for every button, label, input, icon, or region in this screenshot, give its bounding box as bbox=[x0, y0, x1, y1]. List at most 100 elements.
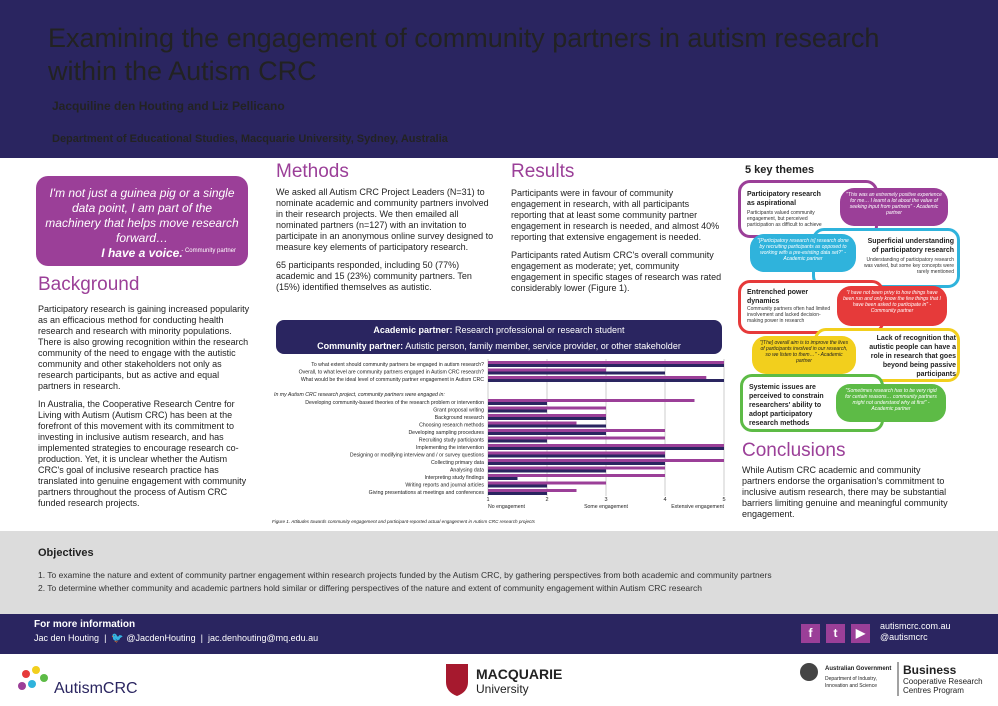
community-bar bbox=[488, 379, 724, 382]
results-title: Results bbox=[511, 161, 575, 182]
academic-bar bbox=[488, 489, 577, 492]
community-bar bbox=[488, 424, 606, 428]
twitter-handle[interactable]: @JacdenHouting bbox=[126, 633, 196, 643]
quote-text: I'm not just a guinea pig or a single da… bbox=[45, 186, 239, 245]
quote-strong: I have a voice. bbox=[101, 246, 183, 260]
academic-bar bbox=[488, 399, 695, 402]
academic-bar bbox=[488, 436, 665, 440]
methods-p1: We asked all Autism CRC Project Leaders … bbox=[276, 187, 494, 252]
community-label: Community partner: bbox=[317, 341, 404, 351]
category-label: Designing or modifying interview and / o… bbox=[350, 453, 484, 459]
contact-email[interactable]: jac.denhouting@mq.edu.au bbox=[207, 633, 319, 643]
social-handle[interactable]: @autismcrc bbox=[880, 632, 928, 642]
community-quote-box: I'm not just a guinea pig or a single da… bbox=[36, 176, 248, 266]
theme-5-quote-text: "Sometimes research has to be very rigid… bbox=[845, 388, 937, 406]
results-p1: Participants were in favour of community… bbox=[511, 188, 720, 242]
scale-label-low: No engagement bbox=[488, 504, 525, 510]
category-label: Giving presentations at meetings and con… bbox=[369, 490, 485, 496]
facebook-icon[interactable]: f bbox=[801, 624, 820, 643]
background-p2: In Australia, the Cooperative Research C… bbox=[38, 399, 247, 508]
twitter-bird-icon[interactable]: t bbox=[826, 624, 845, 643]
theme-4-quote-text: "[The] overall aim is to improve the liv… bbox=[759, 340, 849, 358]
theme-3-desc: Community partners often had limited inv… bbox=[747, 306, 831, 324]
community-bar bbox=[488, 402, 547, 405]
theme-1-quote-who: - Academic partner bbox=[886, 204, 939, 216]
x-tick-label: 4 bbox=[663, 497, 666, 503]
academic-bar bbox=[488, 451, 665, 455]
category-label: Developing community-based theories of t… bbox=[305, 400, 484, 406]
themes-title: 5 key themes bbox=[745, 164, 815, 176]
community-bar bbox=[488, 477, 518, 480]
theme-3-quote: "I have not been privy to how things hav… bbox=[837, 286, 947, 326]
gov-line-2: Department of Industry, bbox=[825, 676, 877, 682]
business-crc-logo: Australian Government Department of Indu… bbox=[795, 660, 985, 705]
theme-5-heading: Systemic issues are perceived to constra… bbox=[749, 384, 824, 427]
twitter-icon: 🐦 bbox=[111, 633, 124, 644]
community-bar bbox=[488, 484, 547, 488]
background-body: Participatory research is gaining increa… bbox=[38, 304, 250, 516]
background-title: Background bbox=[38, 274, 140, 295]
theme-1-desc: Participants valued community engagement… bbox=[747, 210, 822, 228]
footer-links: autismcrc.com.au @autismcrc bbox=[880, 621, 951, 643]
background-p1: Participatory research is gaining increa… bbox=[38, 304, 250, 391]
scale-label-high: Extensive engagement bbox=[671, 504, 724, 510]
methods-title: Methods bbox=[276, 161, 349, 182]
theme-3-quote-who: - Community partner bbox=[870, 302, 932, 314]
conclusions-body: While Autism CRC academic and community … bbox=[742, 465, 948, 519]
macquarie-logo: MACQUARIE University bbox=[446, 662, 566, 703]
community-bar bbox=[488, 447, 724, 450]
quote-attribution: - Community partner bbox=[181, 248, 236, 254]
methods-body: We asked all Autism CRC Project Leaders … bbox=[276, 187, 494, 300]
theme-3-heading: Entrenched power dynamics bbox=[747, 289, 809, 305]
results-body: Participants were in favour of community… bbox=[511, 188, 723, 301]
bus-line-2: Cooperative Research bbox=[903, 677, 983, 686]
community-bar bbox=[488, 469, 606, 473]
autism-crc-logo: AutismCRC bbox=[12, 662, 142, 703]
theme-3-quote-text: "I have not been privy to how things hav… bbox=[843, 290, 941, 308]
results-p2: Participants rated Autism CRC's overall … bbox=[511, 250, 722, 293]
objective-1: 1. To examine the nature and extent of c… bbox=[38, 570, 772, 580]
objectives-title: Objectives bbox=[38, 547, 94, 559]
academic-bar bbox=[488, 459, 724, 462]
methods-p2: 65 participants responded, including 50 … bbox=[276, 260, 472, 292]
community-bar bbox=[488, 409, 547, 413]
gov-line-3: Innovation and Science bbox=[825, 683, 877, 689]
theme-4-quote-who: - Academic partner bbox=[796, 352, 843, 364]
x-tick-label: 1 bbox=[486, 497, 489, 503]
theme-4-quote: "[The] overall aim is to improve the liv… bbox=[752, 336, 856, 374]
theme-5-quote-who: - Academic partner bbox=[871, 400, 930, 412]
objectives-band bbox=[0, 531, 998, 614]
website-url[interactable]: autismcrc.com.au bbox=[880, 621, 951, 631]
theme-2-quote: "[Participatory research is] research do… bbox=[750, 234, 856, 272]
category-label: Writing reports and journal articles bbox=[405, 483, 484, 489]
poster-title: Examining the engagement of community pa… bbox=[48, 23, 880, 86]
contact-line: Jac den Houting | 🐦 @JacdenHouting | jac… bbox=[34, 633, 318, 644]
community-bar bbox=[488, 364, 724, 367]
academic-label: Academic partner: bbox=[373, 325, 453, 335]
theme-2-quote-who: - Academic partner bbox=[783, 250, 846, 262]
academic-bar bbox=[488, 474, 665, 477]
community-text: Autistic person, family member, service … bbox=[405, 341, 681, 351]
academic-bar bbox=[488, 421, 577, 425]
academic-bar bbox=[488, 414, 606, 417]
academic-bar bbox=[488, 406, 606, 410]
header-banner bbox=[0, 0, 998, 158]
academic-bar bbox=[488, 361, 724, 364]
academic-bar bbox=[488, 368, 606, 372]
category-label: Collecting primary data bbox=[431, 460, 484, 466]
community-bar bbox=[488, 439, 547, 443]
youtube-icon[interactable]: ▶ bbox=[851, 624, 870, 643]
objective-2: 2. To determine whether community and ac… bbox=[38, 583, 702, 593]
community-bar bbox=[488, 492, 547, 495]
category-label: Recruiting study participants bbox=[419, 438, 485, 444]
category-label: Choosing research methods bbox=[419, 423, 484, 429]
category-label: To what extent should community partners… bbox=[311, 362, 484, 368]
conclusions-title: Conclusions bbox=[742, 440, 846, 461]
theme-2-desc: Understanding of participatory research … bbox=[863, 257, 954, 275]
sep-2: | bbox=[200, 633, 203, 643]
figure-1-chart: In my Autism CRC research project, commu… bbox=[272, 359, 726, 524]
category-label: Analysing data bbox=[450, 468, 484, 474]
theme-2-quote-text: "[Participatory research is] research do… bbox=[757, 238, 849, 256]
mq-university: University bbox=[476, 682, 529, 696]
theme-1-heading: Participatory research as aspirational bbox=[747, 191, 821, 207]
